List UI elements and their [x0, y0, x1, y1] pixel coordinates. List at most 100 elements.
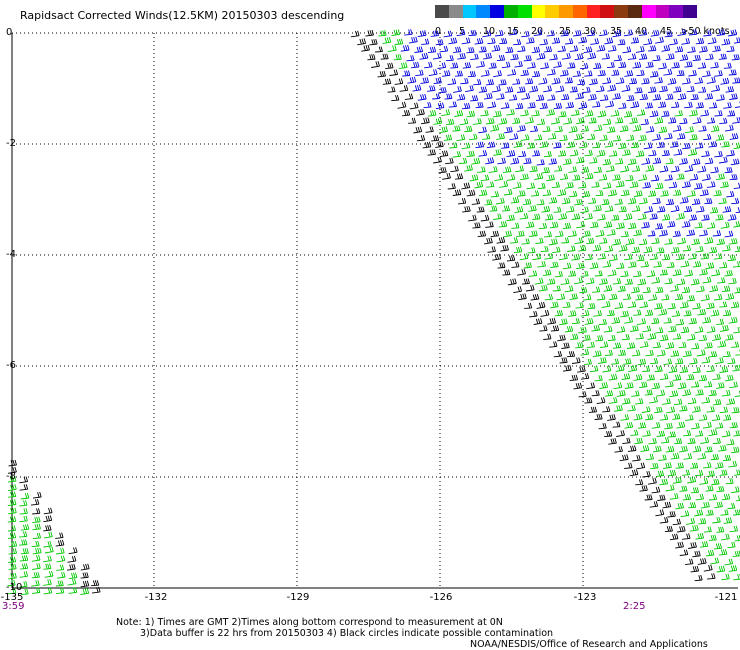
- wind-barb: [698, 125, 707, 132]
- wind-barb: [642, 325, 652, 333]
- wind-barb: [577, 365, 586, 373]
- wind-barb: [659, 85, 668, 93]
- wind-barb: [688, 148, 698, 156]
- wind-barb: [734, 535, 740, 542]
- wind-barb: [735, 495, 740, 502]
- wind-barb: [56, 555, 66, 563]
- wind-barb: [452, 189, 462, 196]
- wind-barb: [550, 325, 560, 332]
- wind-barb: [699, 229, 708, 237]
- wind-barb: [720, 181, 729, 188]
- colorbar-swatch: [600, 5, 615, 18]
- wind-barb: [701, 173, 711, 181]
- wind-barb: [506, 174, 516, 181]
- colorbar-label: 15: [506, 26, 520, 37]
- wind-barb: [420, 117, 430, 125]
- wind-barb: [706, 181, 716, 188]
- wind-barb: [709, 285, 719, 293]
- wind-barb: [408, 36, 418, 44]
- wind-barb: [695, 493, 705, 501]
- wind-barb: [712, 437, 721, 444]
- wind-barb: [478, 189, 488, 197]
- wind-barb: [645, 126, 655, 133]
- wind-barb: [412, 84, 422, 92]
- wind-barb: [672, 269, 682, 276]
- wind-barb: [485, 117, 495, 125]
- wind-barb: [485, 157, 495, 165]
- wind-barb: [718, 444, 727, 452]
- wind-barb: [652, 197, 661, 205]
- wind-barb: [615, 180, 625, 188]
- wind-barb: [623, 110, 633, 118]
- wind-barb: [387, 45, 397, 53]
- wind-barb: [705, 485, 714, 492]
- wind-barb: [620, 189, 630, 197]
- wind-barb: [461, 182, 471, 190]
- wind-barb: [716, 485, 725, 493]
- wind-barb: [691, 158, 701, 166]
- wind-barb: [644, 494, 653, 501]
- wind-barb: [549, 341, 558, 348]
- wind-barb: [690, 93, 699, 101]
- wind-barb: [563, 158, 572, 166]
- wind-barb: [532, 150, 541, 157]
- wind-barb: [672, 518, 682, 526]
- wind-barb: [501, 205, 511, 212]
- wind-barb: [706, 470, 715, 477]
- wind-barb: [712, 230, 722, 237]
- wind-barb: [603, 221, 613, 229]
- wind-barb: [91, 586, 101, 594]
- wind-barb: [682, 142, 691, 150]
- wind-barb: [657, 494, 666, 501]
- wind-barb: [554, 270, 563, 278]
- wind-barb: [529, 85, 539, 93]
- wind-barb: [708, 141, 718, 148]
- wind-barb: [626, 134, 635, 141]
- wind-barb: [682, 494, 692, 501]
- wind-barb: [702, 70, 711, 78]
- wind-barb: [660, 190, 669, 197]
- wind-barb: [652, 54, 661, 62]
- wind-barb: [614, 198, 623, 205]
- wind-barb: [606, 309, 615, 317]
- wind-barb: [601, 198, 610, 206]
- wind-barb: [7, 475, 17, 483]
- wind-barb: [553, 206, 562, 213]
- wind-barb: [558, 111, 567, 118]
- wind-barb: [533, 29, 543, 37]
- wind-barb: [589, 78, 598, 85]
- wind-barb: [649, 501, 659, 508]
- wind-barb: [67, 578, 77, 586]
- wind-barb: [474, 181, 484, 189]
- wind-barb: [587, 93, 597, 101]
- wind-barb: [627, 222, 637, 230]
- wind-barb: [606, 61, 615, 69]
- colorbar-swatch: [517, 5, 533, 18]
- wind-barb: [726, 190, 735, 198]
- wind-barb: [615, 222, 625, 230]
- wind-barb: [393, 54, 402, 61]
- wind-barb: [694, 182, 703, 190]
- wind-barb: [520, 173, 529, 181]
- wind-barb: [32, 532, 42, 539]
- wind-barb: [677, 28, 687, 37]
- wind-barb: [655, 286, 664, 293]
- wind-barb: [8, 548, 18, 555]
- wind-barb: [637, 318, 647, 326]
- wind-barb: [645, 349, 654, 357]
- wind-barb: [567, 62, 576, 69]
- wind-barb: [621, 334, 630, 341]
- wind-barb: [517, 190, 526, 197]
- wind-barb: [732, 116, 740, 124]
- wind-barb: [499, 38, 508, 45]
- wind-barb: [607, 334, 616, 341]
- wind-barb: [624, 316, 634, 324]
- wind-barb: [495, 197, 505, 205]
- wind-barb: [466, 150, 475, 157]
- wind-barb: [624, 70, 634, 77]
- wind-barb: [692, 54, 701, 62]
- wind-barb: [681, 286, 691, 294]
- wind-barb: [7, 516, 17, 523]
- wind-barb: [520, 109, 529, 117]
- wind-barb: [575, 156, 585, 164]
